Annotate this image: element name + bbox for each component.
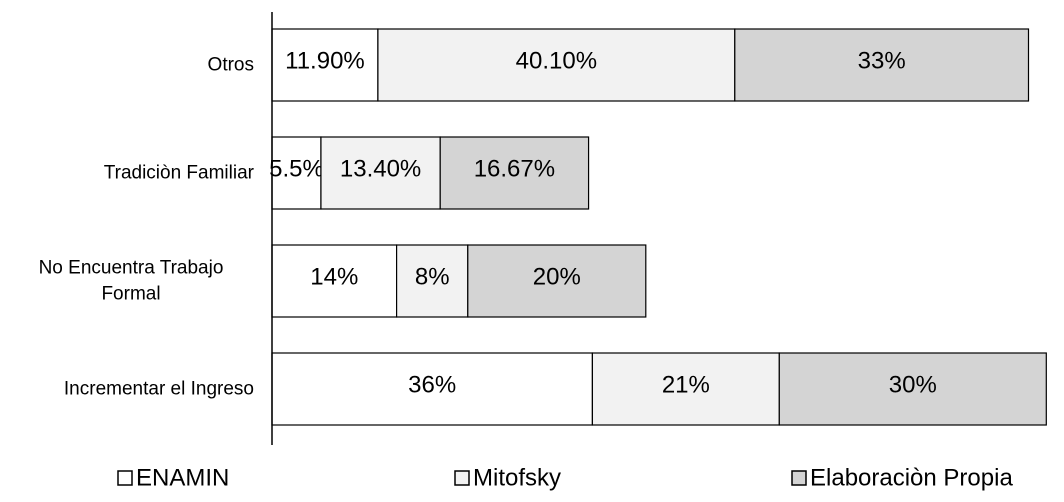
category-label-otros: Otros xyxy=(208,55,254,76)
data-label-elaboracion-propia-no-encuentra-trabajo-formal: 20% xyxy=(533,264,581,291)
bar-enamin-incrementar-el-ingreso xyxy=(271,352,593,426)
bar-mitofsky-tradicion-familiar xyxy=(320,136,441,210)
data-label-mitofsky-tradicion-familiar: 13.40% xyxy=(340,156,421,183)
legend-label-mitofsky: Mitofsky xyxy=(473,465,561,492)
bar-mitofsky-no-encuentra-trabajo-formal xyxy=(396,244,469,318)
category-labels: Otros Tradiciòn Familiar No Encuentra Trab… xyxy=(39,55,255,400)
legend-label-elaboracion-propia: Elaboraciòn Propia xyxy=(810,465,1013,492)
legend-item-mitofsky: Mitofsky xyxy=(454,465,561,492)
legend: ENAMIN Mitofsky Elaboraciòn Propia xyxy=(117,465,1013,492)
data-label-enamin-no-encuentra-trabajo-formal: 14% xyxy=(310,264,358,291)
data-label-enamin-incrementar-el-ingreso: 36% xyxy=(408,372,456,399)
legend-item-enamin: ENAMIN xyxy=(117,465,229,492)
legend-swatch-enamin xyxy=(117,470,133,486)
data-label-enamin-otros: 11.90% xyxy=(285,48,365,75)
data-label-elaboracion-propia-tradicion-familiar: 16.67% xyxy=(474,156,555,183)
legend-swatch-elaboracion-propia xyxy=(791,470,807,486)
bar-elaboracion-propia-otros xyxy=(734,28,1030,102)
legend-item-elaboracion-propia: Elaboraciòn Propia xyxy=(791,465,1013,492)
data-label-mitofsky-incrementar-el-ingreso: 21% xyxy=(662,372,710,399)
data-label-mitofsky-no-encuentra-trabajo-formal: 8% xyxy=(415,264,450,291)
data-label-elaboracion-propia-otros: 33% xyxy=(858,48,906,75)
data-label-mitofsky-otros: 40.10% xyxy=(516,48,597,75)
bars-layer: 11.90% 40.10% 33% 5.5% 13.40% 16.67% 14% 8% 20% 3… xyxy=(269,28,1047,426)
category-label-no-encuentra-trabajo-formal: No Encuentra Trabajo Formal xyxy=(39,258,224,305)
category-label-tradicion-familiar: Tradiciòn Familiar xyxy=(104,163,255,184)
category-label-incrementar-el-ingreso: Incrementar el Ingreso xyxy=(64,379,254,400)
bar-enamin-no-encuentra-trabajo-formal xyxy=(271,244,398,318)
bar-enamin-otros xyxy=(271,28,379,102)
bar-elaboracion-propia-no-encuentra-trabajo-formal xyxy=(467,244,647,318)
data-label-elaboracion-propia-incrementar-el-ingreso: 30% xyxy=(889,372,937,399)
data-label-enamin-tradicion-familiar: 5.5% xyxy=(269,156,324,183)
legend-label-enamin: ENAMIN xyxy=(136,465,229,492)
bar-elaboracion-propia-incrementar-el-ingreso xyxy=(778,352,1047,426)
bar-elaboracion-propia-tradicion-familiar xyxy=(439,136,590,210)
legend-swatch-mitofsky xyxy=(454,470,470,486)
bar-mitofsky-otros xyxy=(377,28,736,102)
